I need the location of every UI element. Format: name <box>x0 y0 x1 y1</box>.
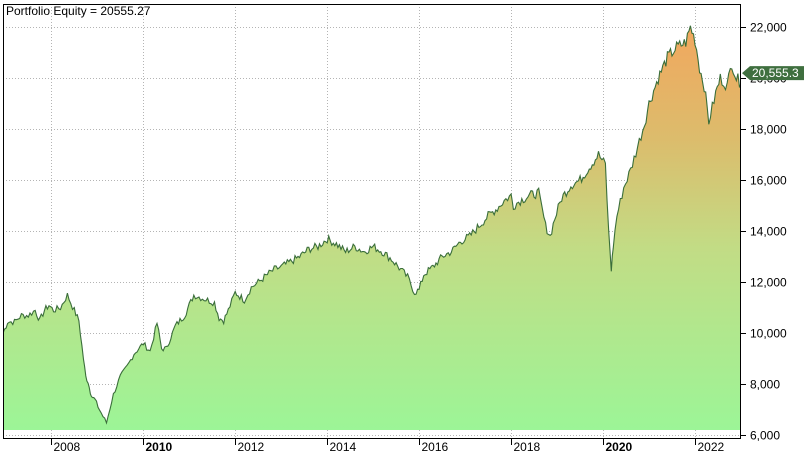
plot-area <box>3 25 741 430</box>
chart-title: Portfolio Equity = 20555.27 <box>6 4 151 18</box>
y-tick-label: 8,000 <box>750 378 780 392</box>
y-tick-label: 22,000 <box>750 21 787 35</box>
plot-frame <box>3 4 741 439</box>
x-tick-label: 2018 <box>514 440 541 454</box>
y-tick-label: 12,000 <box>750 276 787 290</box>
equity-line <box>3 25 741 425</box>
axes <box>3 4 746 445</box>
y-tick-label: 10,000 <box>750 327 787 341</box>
y-tick-label: 14,000 <box>750 225 787 239</box>
last-value-badge <box>742 66 804 81</box>
x-tick-label: 2010 <box>146 440 173 454</box>
x-tick-label: 2022 <box>698 440 725 454</box>
last-value-marker: 20,555.3 <box>742 66 804 81</box>
x-tick-label: 2008 <box>54 440 81 454</box>
y-tick-label: 16,000 <box>750 174 787 188</box>
y-tick-label: 6,000 <box>750 429 780 443</box>
x-tick-label: 2012 <box>238 440 265 454</box>
x-tick-label: 2014 <box>330 440 357 454</box>
last-value-label: 20,555.3 <box>752 66 799 80</box>
y-tick-label: 18,000 <box>750 123 787 137</box>
equity-area <box>3 25 741 430</box>
x-tick-label: 2020 <box>606 440 633 454</box>
x-tick-label: 2016 <box>422 440 449 454</box>
